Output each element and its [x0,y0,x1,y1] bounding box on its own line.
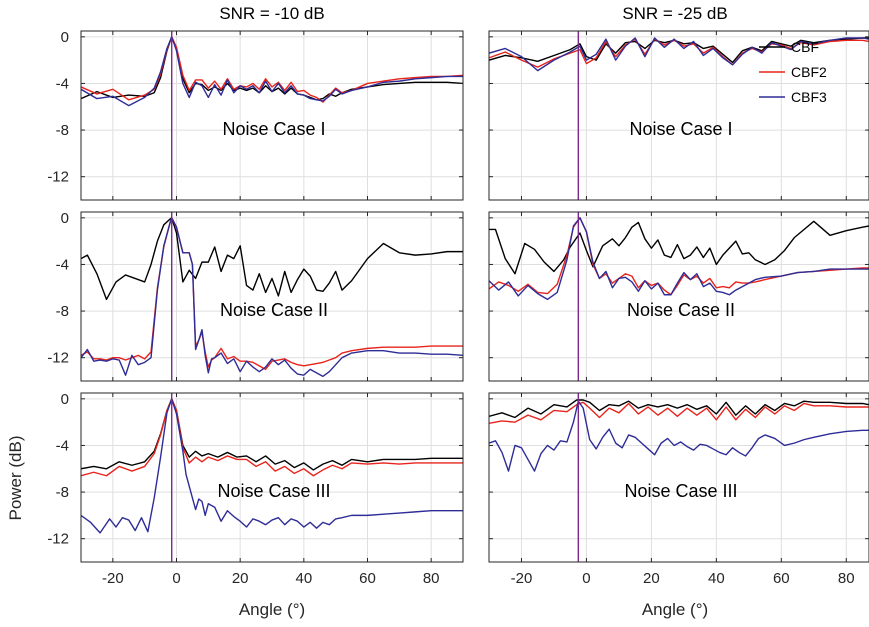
axes-frame [80,392,464,563]
axes-frame [488,211,869,382]
col-title-left: SNR = -10 dB [219,4,324,23]
series-line-cbf3 [81,217,463,378]
series-line-cbf3 [81,398,463,534]
y-tick-label: -8 [56,303,69,320]
x-tick-label: 0 [172,570,180,587]
x-tick-label: 40 [295,570,312,587]
series-line-cbf [489,399,869,419]
panel-annotation: Noise Case III [217,481,330,501]
y-tick-label: -4 [56,437,69,454]
x-tick-label: -20 [511,570,533,587]
y-tick-label: 0 [61,210,69,227]
y-tick-label: -12 [47,531,69,548]
x-tick-label: 0 [582,570,590,587]
y-tick-label: 0 [61,391,69,408]
panel-annotation: Noise Case II [627,300,735,320]
y-tick-label: -4 [56,75,69,92]
x-tick-label: 20 [232,570,249,587]
series-line-cbf3 [489,37,869,72]
x-tick-label: 80 [838,570,855,587]
series-group [489,393,869,562]
y-tick-label: -4 [56,256,69,273]
axes-frame [488,392,869,563]
series-line-cbf2 [489,217,869,296]
x-tick-label: 20 [643,570,660,587]
series-group [489,212,869,381]
x-axis-label-right: Angle (°) [642,600,708,619]
x-tick-label: 40 [708,570,725,587]
series-line-cbf [489,37,869,64]
series-line-cbf2 [81,398,463,477]
y-tick-label: 0 [61,29,69,46]
panel-5: 0 -4 -8 -12 -20 0 20 40 60 80 Noise Case III [47,391,464,587]
panel-2: Noise Case I CBF CBF2 CBF3 [488,30,869,201]
x-tick-label: 60 [773,570,790,587]
panel-4: Noise Case II [488,211,869,382]
legend-label-cbf2: CBF2 [791,64,827,80]
x-tick-label: 60 [359,570,376,587]
y-tick-label: -12 [47,169,69,186]
legend-label-cbf3: CBF3 [791,89,827,105]
panel-annotation: Noise Case I [222,119,325,139]
series-line-cbf2 [489,401,869,424]
series-group [489,31,869,200]
legend-label-cbf: CBF [791,39,819,55]
axes-frame [80,211,464,382]
panel-3: 0 -4 -8 -12 Noise Case II [47,210,464,382]
series-line-cbf3 [489,217,869,301]
x-tick-label: 80 [423,570,440,587]
series-line-cbf2 [81,217,463,371]
panel-1: 0 -4 -8 -12 Noise Case I [47,29,464,201]
legend: CBF CBF2 CBF3 [759,39,827,105]
series-line-cbf3 [489,400,869,472]
series-group [81,393,463,562]
panel-annotation: Noise Case III [624,481,737,501]
panel-annotation: Noise Case I [629,119,732,139]
series-line-cbf [489,220,869,275]
series-line-cbf3 [81,36,463,107]
series-line-cbf [81,217,463,301]
series-group [81,31,463,200]
col-title-right: SNR = -25 dB [622,4,727,23]
x-tick-label: -20 [102,570,124,587]
axes-frame [488,30,869,201]
panel-6: -20 0 20 40 60 80 Noise Case III [488,392,869,587]
y-tick-label: -12 [47,350,69,367]
series-line-cbf [81,398,463,471]
y-tick-label: -8 [56,484,69,501]
panel-annotation: Noise Case II [220,300,328,320]
y-tick-label: -8 [56,122,69,139]
x-axis-label-left: Angle (°) [239,600,305,619]
y-axis-label: Power (dB) [6,435,25,520]
axes-frame [80,30,464,201]
series-group [81,212,463,381]
